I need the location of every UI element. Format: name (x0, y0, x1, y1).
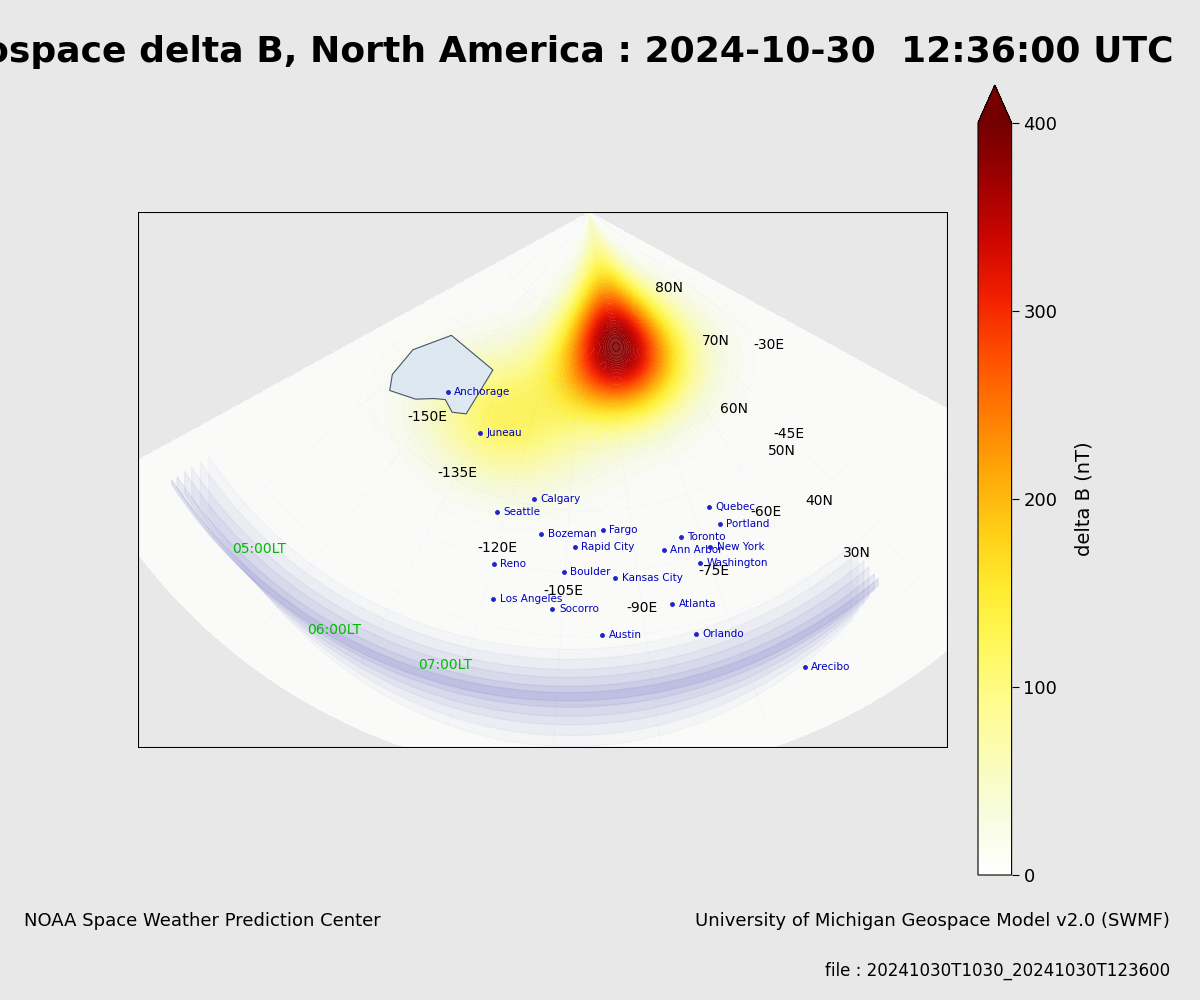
Text: Boulder: Boulder (570, 567, 611, 577)
Text: Austin: Austin (608, 630, 642, 640)
Text: -150E: -150E (407, 410, 448, 424)
Text: Toronto: Toronto (688, 532, 726, 542)
Text: Quebec: Quebec (715, 502, 755, 512)
Text: New York: New York (716, 542, 764, 552)
Text: -120E: -120E (478, 541, 517, 555)
Text: Orlando: Orlando (702, 629, 744, 639)
Text: Rapid City: Rapid City (581, 542, 635, 552)
Text: -135E: -135E (437, 466, 478, 480)
Text: Juneau: Juneau (486, 428, 522, 438)
Text: Bozeman: Bozeman (548, 529, 596, 539)
Text: 30N: 30N (844, 546, 871, 560)
Text: 40N: 40N (805, 494, 833, 508)
Text: 60N: 60N (720, 402, 748, 416)
Text: Ann Arbor: Ann Arbor (671, 545, 722, 555)
Text: Portland: Portland (726, 519, 769, 529)
Text: -60E: -60E (751, 505, 782, 519)
Text: 70N: 70N (702, 334, 730, 348)
Text: Anchorage: Anchorage (455, 387, 510, 397)
PathPatch shape (978, 85, 1012, 123)
Y-axis label: delta B (nT): delta B (nT) (1074, 441, 1093, 556)
Text: University of Michigan Geospace Model v2.0 (SWMF): University of Michigan Geospace Model v2… (695, 912, 1170, 930)
Text: -90E: -90E (626, 601, 658, 615)
Polygon shape (390, 335, 493, 414)
Text: 07:00LT: 07:00LT (419, 658, 473, 672)
Text: Calgary: Calgary (541, 494, 581, 504)
Text: NOAA Space Weather Prediction Center: NOAA Space Weather Prediction Center (24, 912, 380, 930)
Text: -45E: -45E (774, 427, 805, 441)
Text: Atlanta: Atlanta (678, 599, 716, 609)
Text: Washington: Washington (707, 558, 768, 568)
Text: 80N: 80N (655, 281, 683, 295)
Text: 06:00LT: 06:00LT (307, 623, 361, 637)
Text: 50N: 50N (768, 444, 796, 458)
Text: 05:00LT: 05:00LT (232, 542, 286, 556)
Text: Socorro: Socorro (559, 604, 599, 614)
Text: -105E: -105E (544, 584, 583, 598)
Text: file : 20241030T1030_20241030T123600: file : 20241030T1030_20241030T123600 (824, 962, 1170, 980)
Text: Seattle: Seattle (504, 507, 541, 517)
Text: -75E: -75E (698, 564, 730, 578)
Text: Arecibo: Arecibo (811, 662, 851, 672)
Text: Reno: Reno (500, 559, 527, 569)
Text: -30E: -30E (754, 338, 785, 352)
Text: Geospace delta B, North America : 2024-10-30  12:36:00 UTC: Geospace delta B, North America : 2024-1… (0, 35, 1174, 69)
Text: Kansas City: Kansas City (622, 573, 683, 583)
Text: Los Angeles: Los Angeles (499, 594, 562, 604)
Text: Fargo: Fargo (610, 525, 637, 535)
